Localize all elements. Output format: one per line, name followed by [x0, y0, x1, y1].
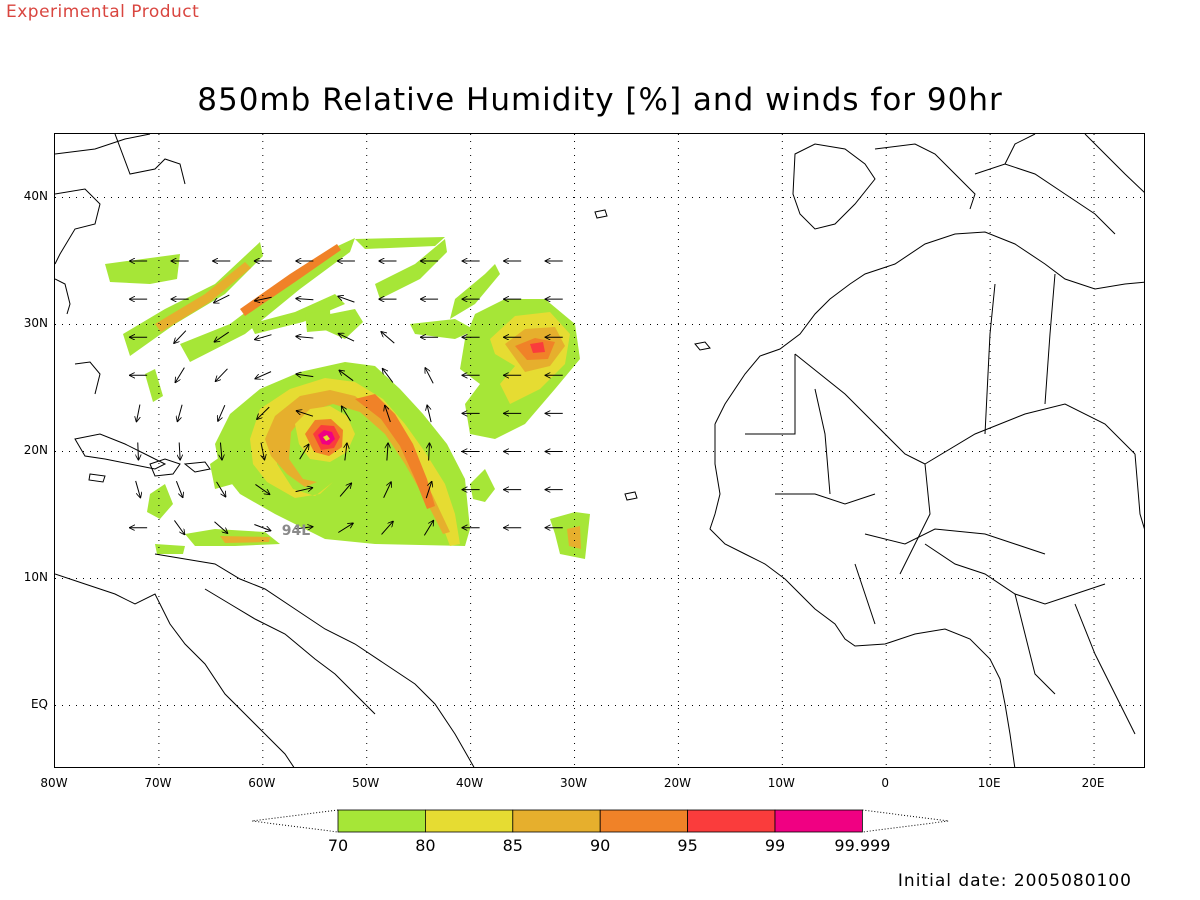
map-plot-area: 94L [54, 133, 1145, 768]
x-tick-label: 10W [767, 776, 795, 790]
x-tick-label: 20E [1081, 776, 1105, 790]
wind-arrow [179, 442, 180, 461]
wind-arrow [423, 520, 433, 536]
wind-arrow [339, 483, 352, 497]
y-tick-label: 20N [23, 442, 48, 457]
colorbar-left-extension [251, 809, 339, 833]
colorbar-swatch [337, 809, 426, 833]
wind-arrow [213, 294, 230, 304]
humidity-field [105, 237, 590, 559]
colorbar-right-extension [862, 809, 949, 833]
x-tick-label: 70W [144, 776, 172, 790]
experimental-product-label: Experimental Product [6, 2, 200, 22]
colorbar-level-label: 85 [502, 836, 523, 855]
colorbar-level-label: 90 [590, 836, 611, 855]
wind-arrow [383, 481, 392, 498]
x-tick-label: 80W [40, 776, 68, 790]
y-tick-label: EQ [30, 696, 48, 711]
colorbar-swatch [512, 809, 601, 833]
y-tick-label: 40N [23, 188, 48, 203]
wind-arrow [299, 444, 309, 460]
wind-arrow [338, 523, 353, 533]
y-tick-label: 30N [23, 315, 48, 330]
x-tick-label: 40W [456, 776, 484, 790]
wind-arrow [337, 296, 355, 303]
wind-arrow [429, 443, 430, 461]
wind-arrow [220, 442, 222, 461]
wind-arrow [339, 370, 354, 382]
x-tick-label: 0 [881, 776, 890, 790]
colorbar [251, 809, 949, 833]
colorbar-swatch [599, 809, 689, 833]
wind-arrow [256, 406, 270, 420]
wind-arrow [138, 442, 139, 461]
wind-arrow [175, 367, 185, 383]
wind-arrow [174, 520, 185, 535]
wind-arrow [255, 484, 270, 494]
wind-arrow [387, 443, 388, 461]
wind-arrow [427, 405, 432, 423]
y-tick-label: 10N [23, 569, 48, 584]
wind-arrow [381, 331, 395, 344]
wind-arrow [341, 406, 352, 422]
colorbar-swatch [687, 809, 776, 833]
x-tick-label: 20W [663, 776, 691, 790]
colorbar-level-label: 99 [764, 836, 786, 855]
wind-arrow [255, 371, 272, 379]
colorbar-swatch [774, 809, 863, 833]
wind-arrow [295, 374, 314, 377]
colorbar-level-label: 70 [327, 836, 349, 855]
wind-arrow [216, 481, 226, 497]
x-tick-label: 10E [977, 776, 1001, 790]
x-tick-label: 60W [248, 776, 276, 790]
wind-arrow [296, 411, 314, 417]
wind-arrow [381, 521, 394, 535]
wind-arrow [175, 481, 183, 498]
wind-arrow [295, 488, 314, 493]
map-canvas: 94L [55, 134, 1144, 767]
wind-arrow [295, 298, 314, 299]
wind-arrow [295, 336, 314, 338]
colorbar-swatch [424, 809, 514, 833]
wind-arrow [254, 296, 272, 301]
wind-arrow [385, 405, 391, 423]
wind-arrow [261, 442, 265, 461]
wind-arrow [177, 404, 183, 422]
wind-arrow [425, 481, 432, 499]
x-tick-label: 30W [559, 776, 588, 790]
chart-title: 850mb Relative Humidity [%] and winds fo… [197, 82, 1003, 118]
wind-arrow [295, 527, 313, 529]
wind-arrow [338, 333, 355, 342]
colorbar-level-label: 99.999 [834, 836, 891, 855]
x-tick-label: 50W [352, 776, 380, 790]
wind-arrow [136, 404, 140, 423]
wind-arrow [214, 521, 228, 534]
wind-arrow [215, 368, 228, 382]
wind-arrow [174, 330, 187, 344]
gridlines [55, 134, 1144, 767]
wind-arrow [254, 334, 272, 340]
coastlines [55, 134, 1144, 767]
wind-arrow [218, 404, 226, 421]
wind-arrow [254, 524, 271, 531]
wind-arrow [382, 368, 394, 383]
wind-arrow [214, 331, 229, 342]
colorbar-level-label: 80 [415, 836, 436, 855]
initial-date: Initial date: 2005080100 [897, 871, 1132, 891]
storm-label: 94L [282, 523, 310, 539]
wind-arrow [345, 443, 347, 461]
wind-arrow [135, 480, 141, 498]
colorbar-level-label: 95 [677, 836, 698, 855]
wind-arrow [424, 367, 434, 384]
wind-vectors [129, 261, 563, 535]
